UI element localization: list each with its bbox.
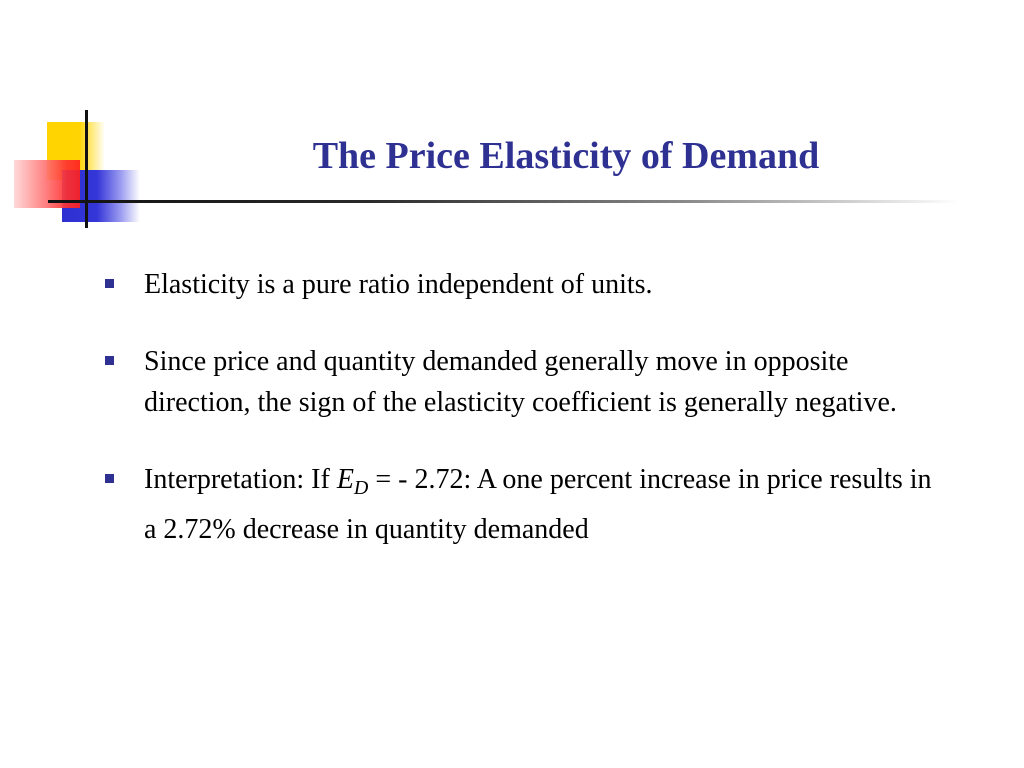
bullet-item: Interpretation: If ED = - 2.72: A one pe… — [104, 459, 934, 550]
decorative-logo — [0, 0, 160, 240]
bullet-text: Since price and quantity demanded genera… — [144, 346, 897, 418]
square-bullet-icon — [105, 474, 114, 483]
title-underline-rule — [48, 200, 960, 203]
elasticity-subscript: D — [353, 477, 369, 499]
elasticity-symbol: E — [336, 464, 354, 495]
bullet-text-prefix: Interpretation: If — [144, 464, 337, 495]
vertical-rule-decoration — [85, 110, 88, 228]
bullet-text: Elasticity is a pure ratio independent o… — [144, 269, 653, 300]
bullet-text-suffix: = - 2.72: A one percent increase in pric… — [144, 464, 932, 545]
bullet-list: Elasticity is a pure ratio independent o… — [104, 264, 934, 550]
slide-title: The Price Elasticity of Demand — [312, 135, 820, 177]
bullet-item: Elasticity is a pure ratio independent o… — [104, 264, 934, 305]
square-bullet-icon — [105, 356, 114, 365]
square-bullet-icon — [105, 279, 114, 288]
bullet-item: Since price and quantity demanded genera… — [104, 341, 934, 423]
